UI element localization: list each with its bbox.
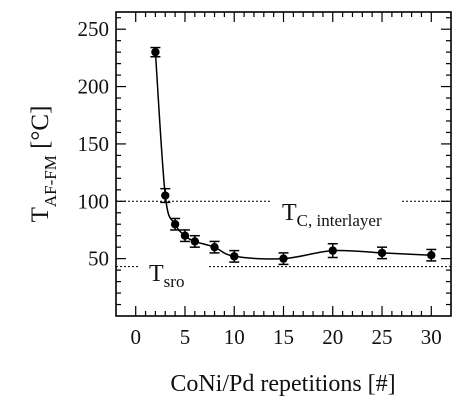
y-axis-title-unit: [°C] — [27, 106, 54, 156]
data-point — [151, 47, 160, 57]
data-point — [170, 220, 180, 229]
fit-curve — [154, 52, 432, 260]
data-point — [190, 237, 200, 246]
y-axis-title-main: T — [27, 207, 54, 222]
x-tick-label: 0 — [130, 325, 141, 349]
ref-label-interlayer-sub: C, interlayer — [297, 211, 382, 230]
y-tick-label: 250 — [78, 17, 110, 41]
data-points — [150, 46, 437, 266]
x-tick-label: 15 — [273, 325, 294, 349]
plot-area — [115, 11, 452, 317]
y-tick-label: 150 — [78, 132, 110, 156]
y-axis-title: TAF-FM [°C] — [27, 106, 60, 223]
data-point — [328, 246, 337, 255]
y-axis-title-sub: AF-FM — [41, 155, 60, 207]
reference-lines — [116, 200, 451, 268]
x-tick-label: 30 — [421, 325, 442, 349]
x-axis-title: CoNi/Pd repetitions [#] — [170, 371, 395, 397]
y-tick-label: 50 — [88, 247, 109, 271]
x-tick-label: 25 — [372, 325, 393, 349]
data-point — [230, 252, 239, 261]
ref-label-sro-sub: sro — [164, 272, 185, 291]
data-point — [377, 248, 387, 258]
plot-frame — [115, 11, 452, 317]
data-point — [161, 191, 170, 200]
ref-label-sro-main: T — [149, 261, 164, 287]
fit-curve-group — [154, 52, 432, 260]
data-point — [210, 242, 219, 252]
x-tick-label: 5 — [180, 325, 191, 349]
x-tick-label: 20 — [322, 325, 343, 349]
y-tick-label: 200 — [78, 75, 110, 99]
data-point — [180, 231, 190, 240]
axis-ticks: 0 5 10 15 20 25 30 50 100 150 200 250 — [78, 12, 451, 349]
x-tick-label: 10 — [224, 325, 245, 349]
data-point — [279, 254, 288, 263]
y-tick-label: 100 — [78, 189, 110, 213]
data-point — [427, 251, 436, 260]
ref-label-sro: Tsro — [149, 261, 184, 291]
ref-label-interlayer-main: T — [282, 200, 297, 226]
ref-label-interlayer: TC, interlayer — [282, 200, 382, 230]
